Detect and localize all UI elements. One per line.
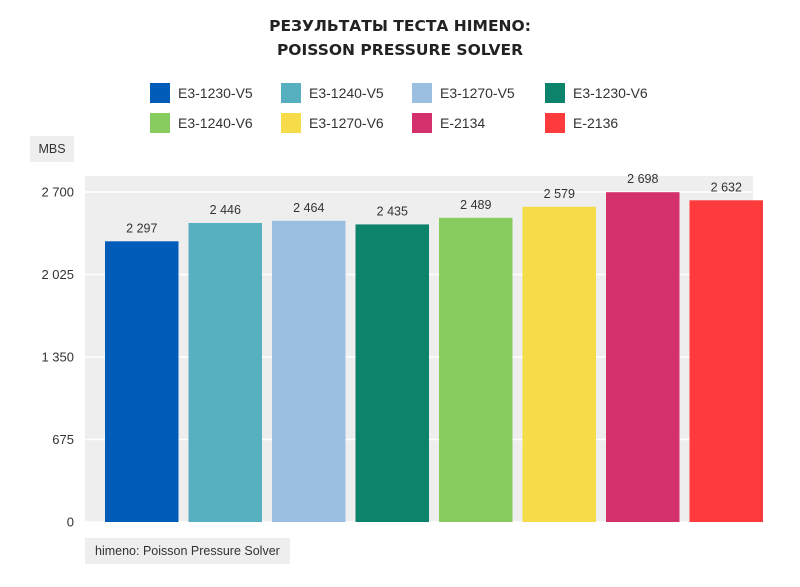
data-label: 2 579 <box>544 187 575 201</box>
data-label: 2 435 <box>377 204 408 218</box>
legend-item-e-2136: E-2136 <box>545 113 618 133</box>
legend-label: E3-1270-V5 <box>440 85 515 101</box>
data-labels: 2 297 2 446 2 464 2 435 2 489 2 579 2 698 2 632 <box>126 172 742 235</box>
data-label: 2 489 <box>460 198 491 212</box>
bar-e3-1270-v6 <box>522 206 596 523</box>
legend-swatch <box>281 113 301 133</box>
chart-title-line-2: POISSON PRESSURE SOLVER <box>276 41 524 59</box>
bar-e3-1270-v5 <box>272 220 346 523</box>
legend-item-e3-1270-v5: E3-1270-V5 <box>412 83 515 103</box>
legend-swatch <box>412 113 432 133</box>
data-label: 2 297 <box>126 221 157 235</box>
legend-item-e3-1230-v6: E3-1230-V6 <box>545 83 648 103</box>
legend-swatch <box>281 83 301 103</box>
legend-label: E3-1230-V5 <box>178 85 253 101</box>
legend-label: E-2136 <box>573 115 619 131</box>
legend-item-e3-1240-v6: E3-1240-V6 <box>150 113 253 133</box>
y-tick-label: 1 350 <box>41 350 74 365</box>
legend-label: E3-1240-V6 <box>178 115 253 131</box>
legend-swatch <box>150 83 170 103</box>
y-tick-label: 0 <box>67 515 74 530</box>
y-axis-ticks: 0 675 1 350 2 025 2 700 <box>41 185 74 530</box>
bars <box>105 192 763 523</box>
bar-e3-1230-v6 <box>355 224 429 522</box>
chart-title-line-1: РЕЗУЛЬТАТЫ ТЕСТА HIMENO: <box>269 17 531 35</box>
bar-e-2134 <box>606 192 680 522</box>
bar-e3-1240-v6 <box>439 217 513 523</box>
data-label: 2 464 <box>293 201 324 215</box>
data-label: 2 698 <box>627 172 658 186</box>
y-tick-label: 2 025 <box>41 267 74 282</box>
legend-item-e3-1230-v5: E3-1230-V5 <box>150 83 253 103</box>
data-label: 2 632 <box>711 180 742 194</box>
legend-label: E-2134 <box>440 115 486 131</box>
legend-label: E3-1270-V6 <box>309 115 384 131</box>
legend-item-e-2134: E-2134 <box>412 113 485 133</box>
bar-e3-1230-v5 <box>105 241 179 523</box>
source-label: himeno: Poisson Pressure Solver <box>85 538 290 564</box>
y-tick-label: 2 700 <box>41 185 74 200</box>
legend-swatch <box>150 113 170 133</box>
bar-e3-1240-v5 <box>188 223 262 522</box>
legend-item-e3-1240-v5: E3-1240-V5 <box>281 83 384 103</box>
bar-e-2136 <box>689 200 763 523</box>
y-tick-label: 675 <box>52 432 74 447</box>
legend-swatch <box>545 113 565 133</box>
legend-item-e3-1270-v6: E3-1270-V6 <box>281 113 384 133</box>
y-axis-unit-label: MBS <box>30 136 74 162</box>
legend-label: E3-1240-V5 <box>309 85 384 101</box>
data-label: 2 446 <box>210 203 241 217</box>
legend-swatch <box>412 83 432 103</box>
legend-label: E3-1230-V6 <box>573 85 648 101</box>
legend-swatch <box>545 83 565 103</box>
chart-title: РЕЗУЛЬТАТЫ ТЕСТА HIMENO: POISSON PRESSUR… <box>0 14 800 62</box>
